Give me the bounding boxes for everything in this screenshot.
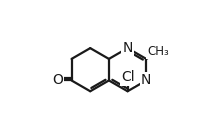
Text: CH₃: CH₃ — [147, 46, 169, 59]
Text: Cl: Cl — [121, 70, 134, 84]
Text: N: N — [122, 41, 133, 55]
Text: N: N — [141, 73, 151, 87]
Text: O: O — [52, 73, 63, 87]
